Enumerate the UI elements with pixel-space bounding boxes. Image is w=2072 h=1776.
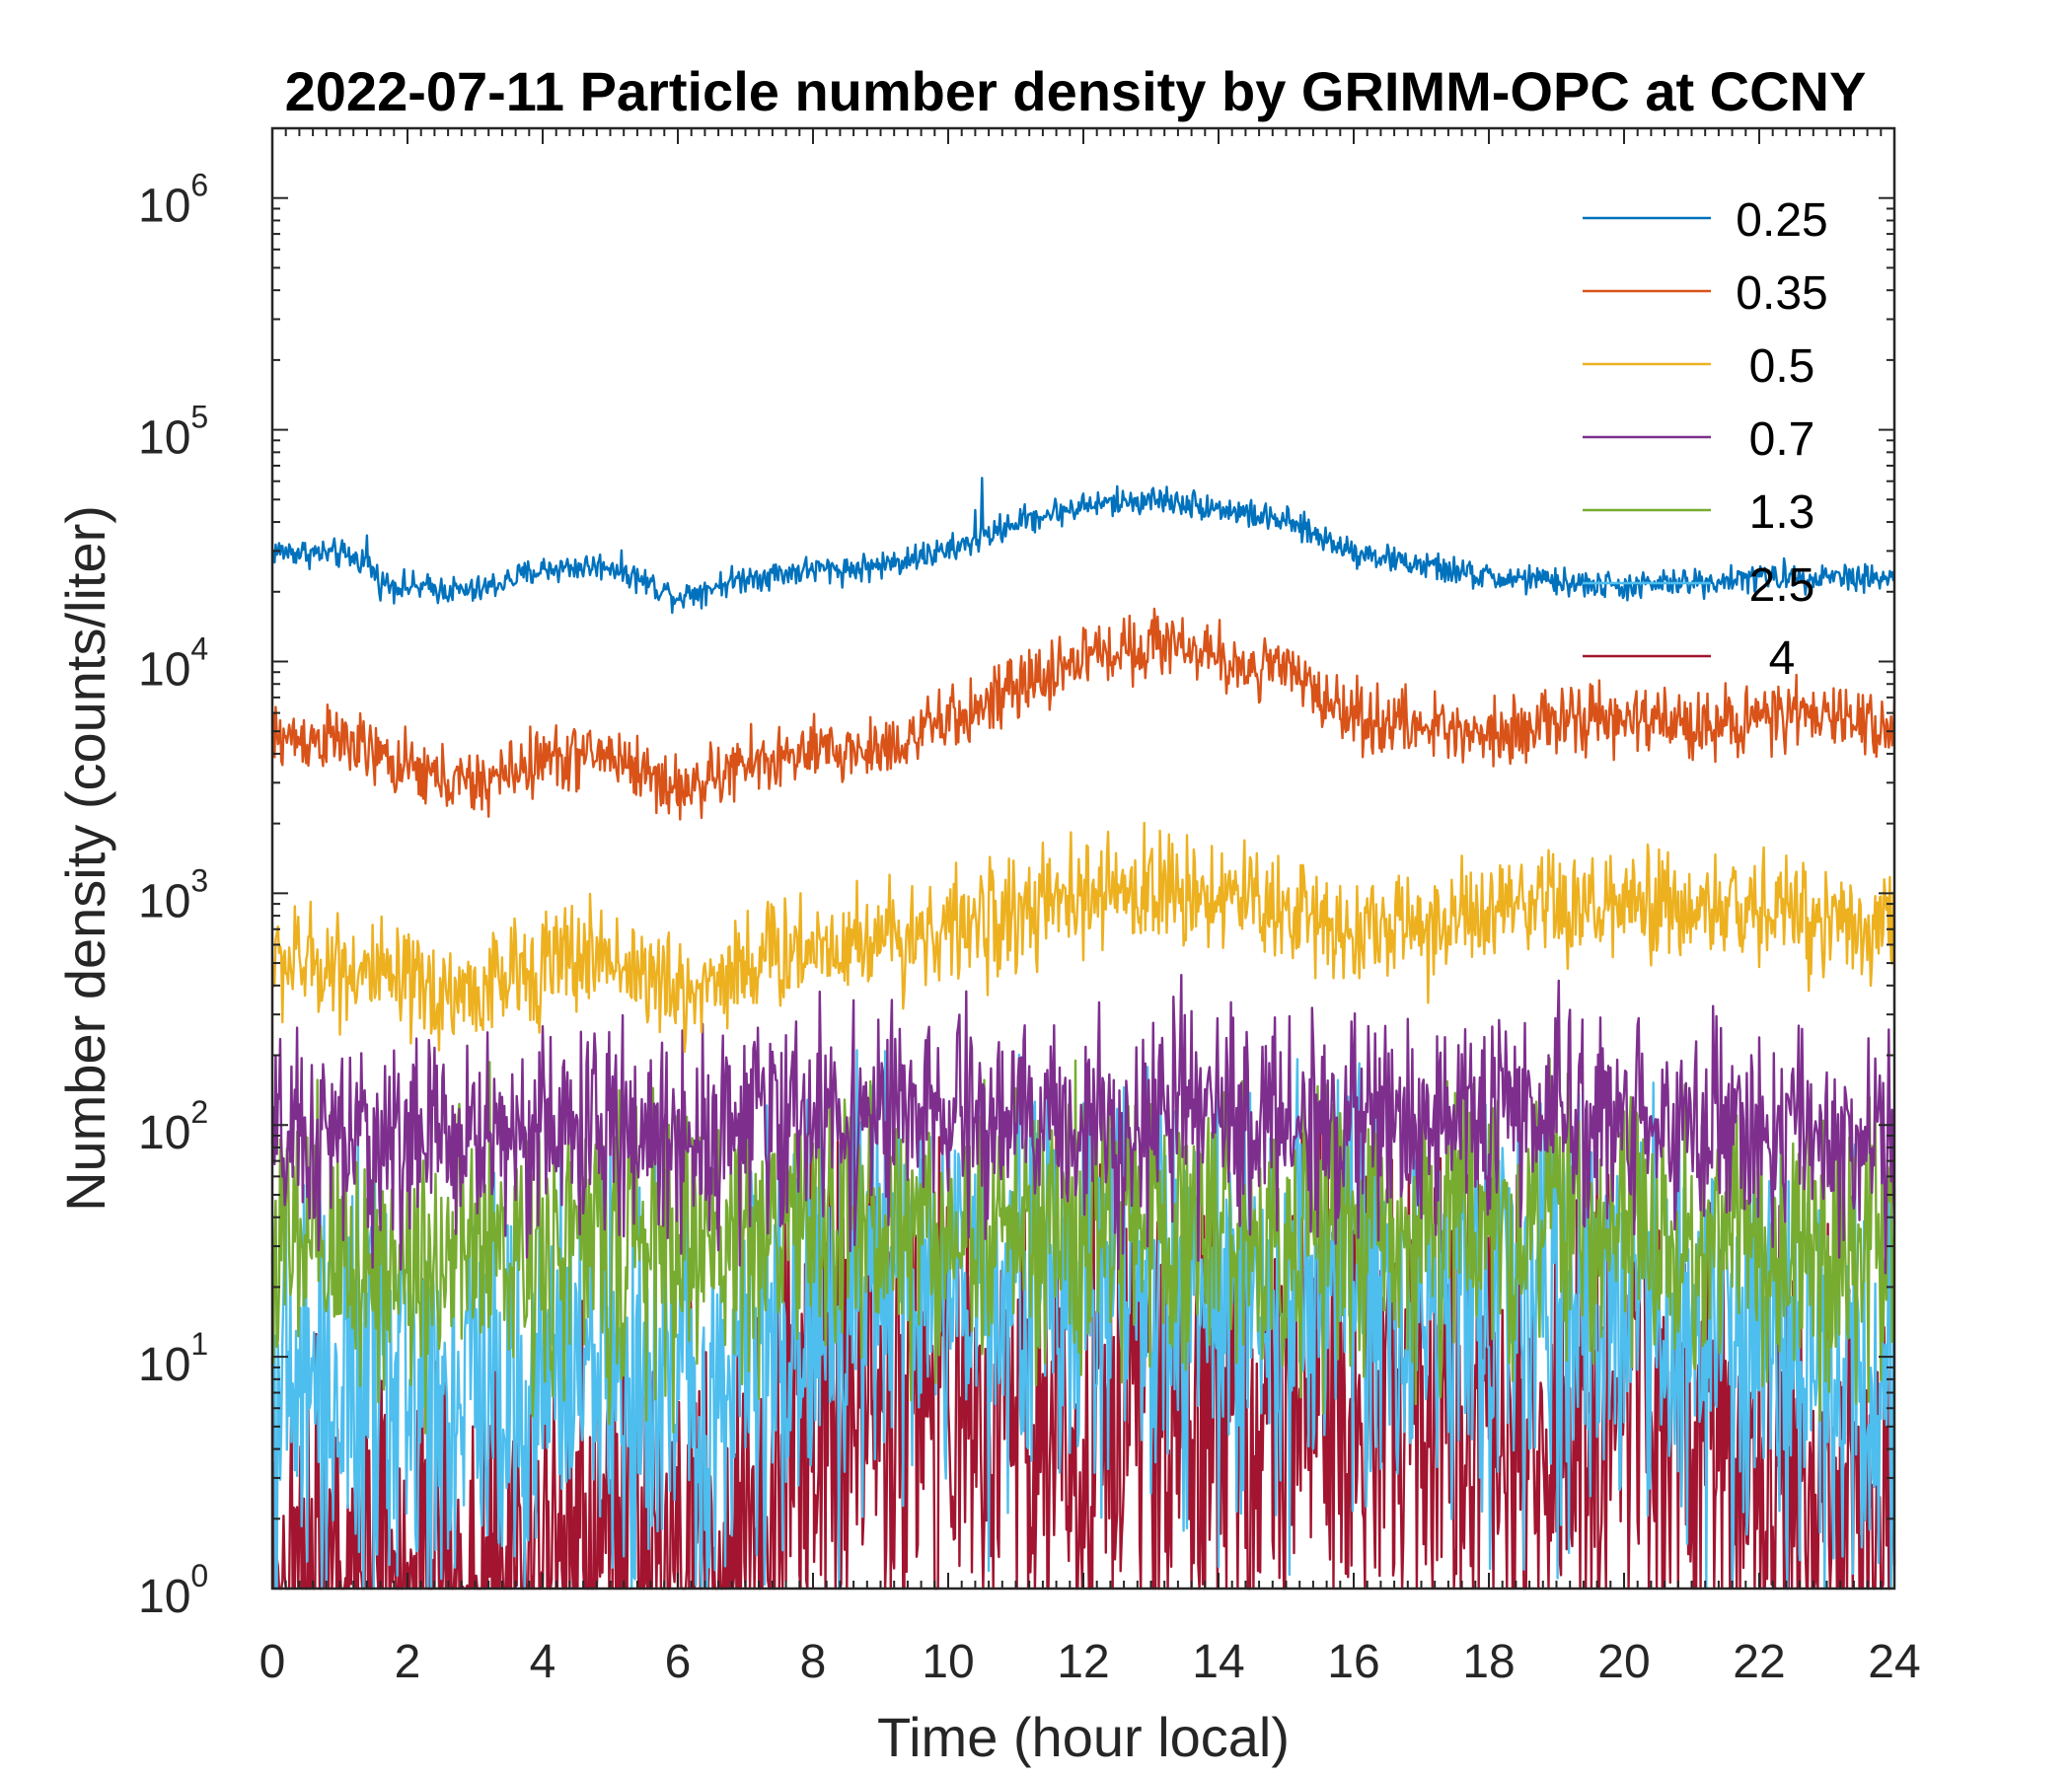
axis-ticks xyxy=(271,127,1895,1590)
series-line-2.5 xyxy=(270,1034,1896,1591)
x-tick-label: 16 xyxy=(1327,1636,1379,1688)
chart-title: 2022-07-11 Particle number density by GR… xyxy=(285,60,1867,122)
y-tick-label: 102 xyxy=(138,1094,208,1159)
series-line-0.25 xyxy=(270,477,1896,615)
y-axis-label: Number density (counts/liter) xyxy=(54,505,116,1212)
x-tick-label: 14 xyxy=(1192,1636,1244,1688)
x-tick-label: 12 xyxy=(1057,1636,1109,1688)
series-line-0.5 xyxy=(270,821,1896,1054)
x-tick-label: 10 xyxy=(922,1636,974,1688)
legend-label: 0.25 xyxy=(1736,194,1827,247)
legend-label: 1.3 xyxy=(1749,486,1815,539)
legend-label: 0.5 xyxy=(1749,340,1815,393)
series-line-1.3 xyxy=(270,1057,1896,1435)
x-tick-label: 8 xyxy=(800,1636,827,1688)
x-tick-label: 6 xyxy=(665,1636,692,1688)
x-tick-label: 0 xyxy=(259,1636,286,1688)
y-tick-label: 105 xyxy=(138,400,208,465)
legend-label: 2.5 xyxy=(1749,559,1815,612)
series-line-0.35 xyxy=(270,607,1896,821)
legend-label: 0.35 xyxy=(1736,267,1827,320)
x-tick-label: 18 xyxy=(1462,1636,1515,1688)
y-tick-label: 100 xyxy=(138,1558,208,1623)
y-tick-label: 101 xyxy=(138,1326,208,1391)
legend-label: 0.7 xyxy=(1749,413,1815,466)
x-tick-label: 2 xyxy=(395,1636,421,1688)
x-tick-label: 24 xyxy=(1868,1636,1920,1688)
y-axis-tick-labels: 100 101 102 103 104 105 106 xyxy=(138,168,208,1623)
legend: 0.25 0.35 0.5 0.7 1.3 2.5 4 xyxy=(1583,194,1828,685)
x-axis-label: Time (hour local) xyxy=(877,1706,1290,1768)
x-tick-label: 4 xyxy=(530,1636,556,1688)
y-tick-label: 104 xyxy=(138,630,208,696)
x-tick-label: 22 xyxy=(1733,1636,1785,1688)
y-tick-label: 103 xyxy=(138,862,208,927)
x-tick-label: 20 xyxy=(1597,1636,1650,1688)
x-axis-tick-labels: 0 2 4 6 8 10 12 14 16 18 20 22 24 xyxy=(259,1636,1921,1688)
legend-label: 4 xyxy=(1769,632,1796,685)
y-tick-label: 106 xyxy=(138,168,208,233)
series-line-0.7 xyxy=(270,974,1896,1275)
